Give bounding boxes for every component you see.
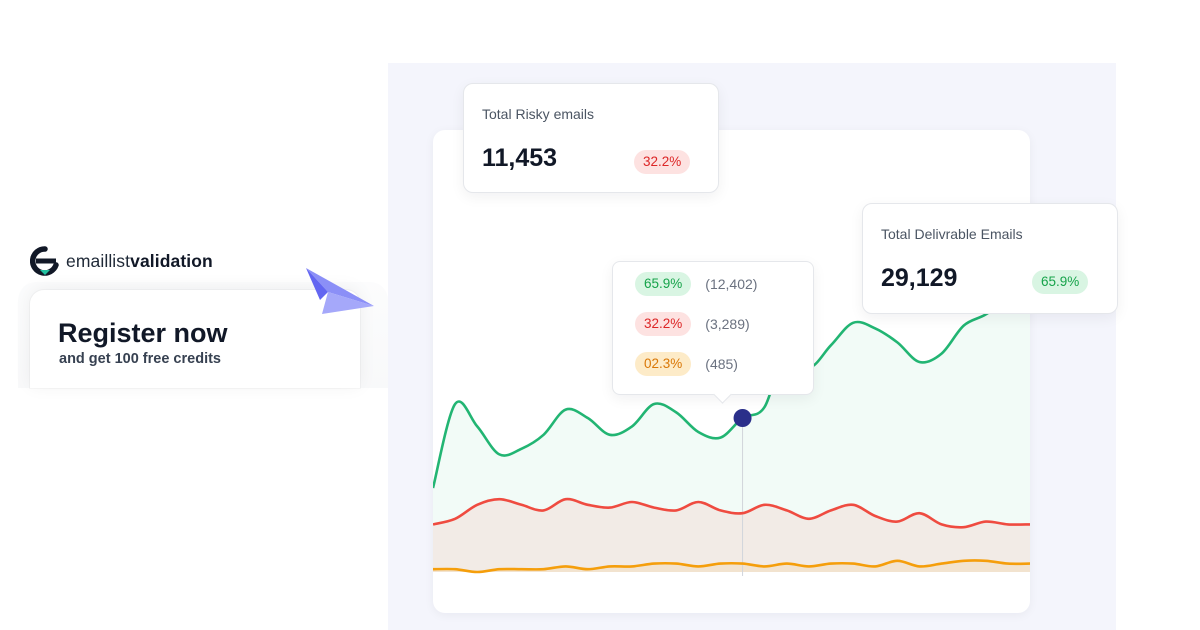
stat-label: Total Delivrable Emails [881,226,1023,242]
percent-badge: 32.2% [635,312,692,336]
register-promo-card[interactable]: Register now and get 100 free credits [30,290,360,388]
stat-value: 11,453 [482,144,558,172]
brand-mark-icon [30,246,59,276]
stat-label: Total Risky emails [482,106,595,122]
brand-logo-lockup: emaillistvalidation [30,246,213,276]
tooltip-row-deliverable: 65.9% (12,402) [635,272,757,296]
series-area-deliverable [433,264,1030,572]
promo-title: Register now [58,318,228,348]
percent-badge: 32.2% [634,150,691,174]
series-line-other [433,559,1030,574]
paper-plane-icon [306,268,374,314]
stat-value: 29,129 [881,264,958,292]
count-value: (12,402) [705,276,758,292]
count-value: (485) [705,356,738,372]
brand-name-bold: validation [130,250,213,271]
series-area-risky [433,499,1030,572]
series-line-risky [433,497,1030,529]
tooltip-row-risky: 32.2% (3,289) [635,312,750,336]
chart-tooltip: 65.9% (12,402) 32.2% (3,289) 02.3% (485) [612,261,814,395]
brand-name: emaillistvalidation [66,251,213,272]
percent-badge: 65.9% [635,272,692,296]
percent-badge: 65.9% [1032,270,1089,294]
stat-card-risky: Total Risky emails 11,453 32.2% [463,83,719,193]
stat-card-deliverable: Total Delivrable Emails 29,129 65.9% [862,203,1118,314]
area-chart [433,263,1030,576]
series-line-deliverable [433,263,1030,489]
promo-subtitle: and get 100 free credits [59,351,221,367]
percent-badge: 02.3% [635,352,692,376]
hover-point-marker[interactable] [733,409,752,427]
brand-name-light: emaillist [66,250,131,271]
count-value: (3,289) [705,316,750,332]
tooltip-row-other: 02.3% (485) [635,352,738,376]
